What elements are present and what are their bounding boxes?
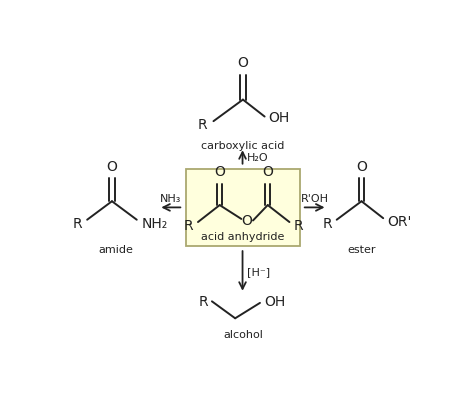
Text: OH: OH [264, 295, 286, 309]
Text: alcohol: alcohol [223, 329, 263, 339]
Text: NH₃: NH₃ [160, 193, 182, 203]
Text: O: O [214, 165, 225, 179]
Text: R: R [184, 219, 193, 233]
Text: O: O [356, 159, 367, 173]
Text: O: O [241, 214, 252, 228]
Bar [186, 170, 300, 246]
Text: NH₂: NH₂ [141, 216, 168, 230]
Text: R: R [198, 118, 207, 132]
Text: acid anhydride: acid anhydride [201, 232, 284, 242]
Text: O: O [107, 159, 118, 173]
Text: R: R [73, 216, 82, 230]
Text: R'OH: R'OH [301, 193, 328, 203]
Text: OR': OR' [387, 215, 411, 229]
Text: amide: amide [99, 245, 133, 255]
Text: O: O [262, 165, 273, 179]
Text: [H⁻]: [H⁻] [247, 266, 270, 276]
Text: R: R [199, 295, 208, 309]
Text: OH: OH [268, 110, 290, 124]
Text: R: R [322, 216, 332, 230]
Text: H₂O: H₂O [247, 153, 269, 162]
Text: O: O [237, 56, 248, 70]
Text: carboxylic acid: carboxylic acid [201, 140, 284, 150]
Text: R: R [294, 219, 304, 233]
Text: ester: ester [347, 245, 376, 255]
